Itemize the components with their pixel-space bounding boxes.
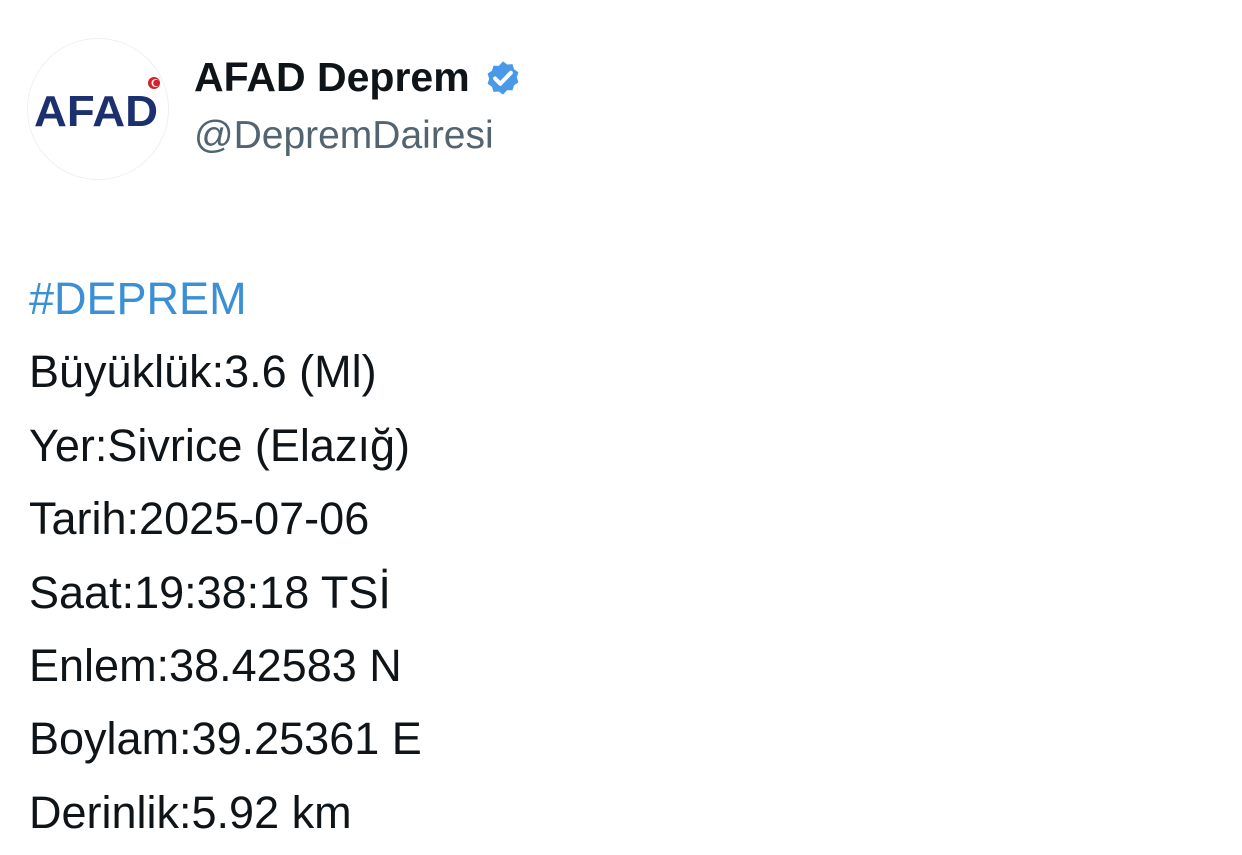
longitude-line: Boylam:39.25361 E <box>29 713 422 765</box>
location-line: Yer:Sivrice (Elazığ) <box>29 419 410 471</box>
account-handle[interactable]: @DepremDairesi <box>194 114 494 157</box>
time-line: Saat:19:38:18 TSİ <box>29 566 391 618</box>
verified-badge-icon <box>487 60 519 95</box>
tweet-body: #DEPREM Büyüklük:3.6 (Ml) Yer:Sivrice (E… <box>29 262 422 849</box>
date-line: Tarih:2025-07-06 <box>29 493 370 545</box>
magnitude-line: Büyüklük:3.6 (Ml) <box>29 346 377 398</box>
afad-logo-icon: AFAD <box>34 77 160 136</box>
hashtag-link[interactable]: #DEPREM <box>29 273 247 324</box>
svg-text:AFAD: AFAD <box>34 87 158 136</box>
latitude-line: Enlem:38.42583 N <box>29 640 402 692</box>
avatar[interactable]: AFAD <box>27 38 169 180</box>
depth-line: Derinlik:5.92 km <box>29 786 352 838</box>
account-name-text: AFAD Deprem <box>194 54 470 100</box>
account-name[interactable]: AFAD Deprem <box>194 54 524 101</box>
